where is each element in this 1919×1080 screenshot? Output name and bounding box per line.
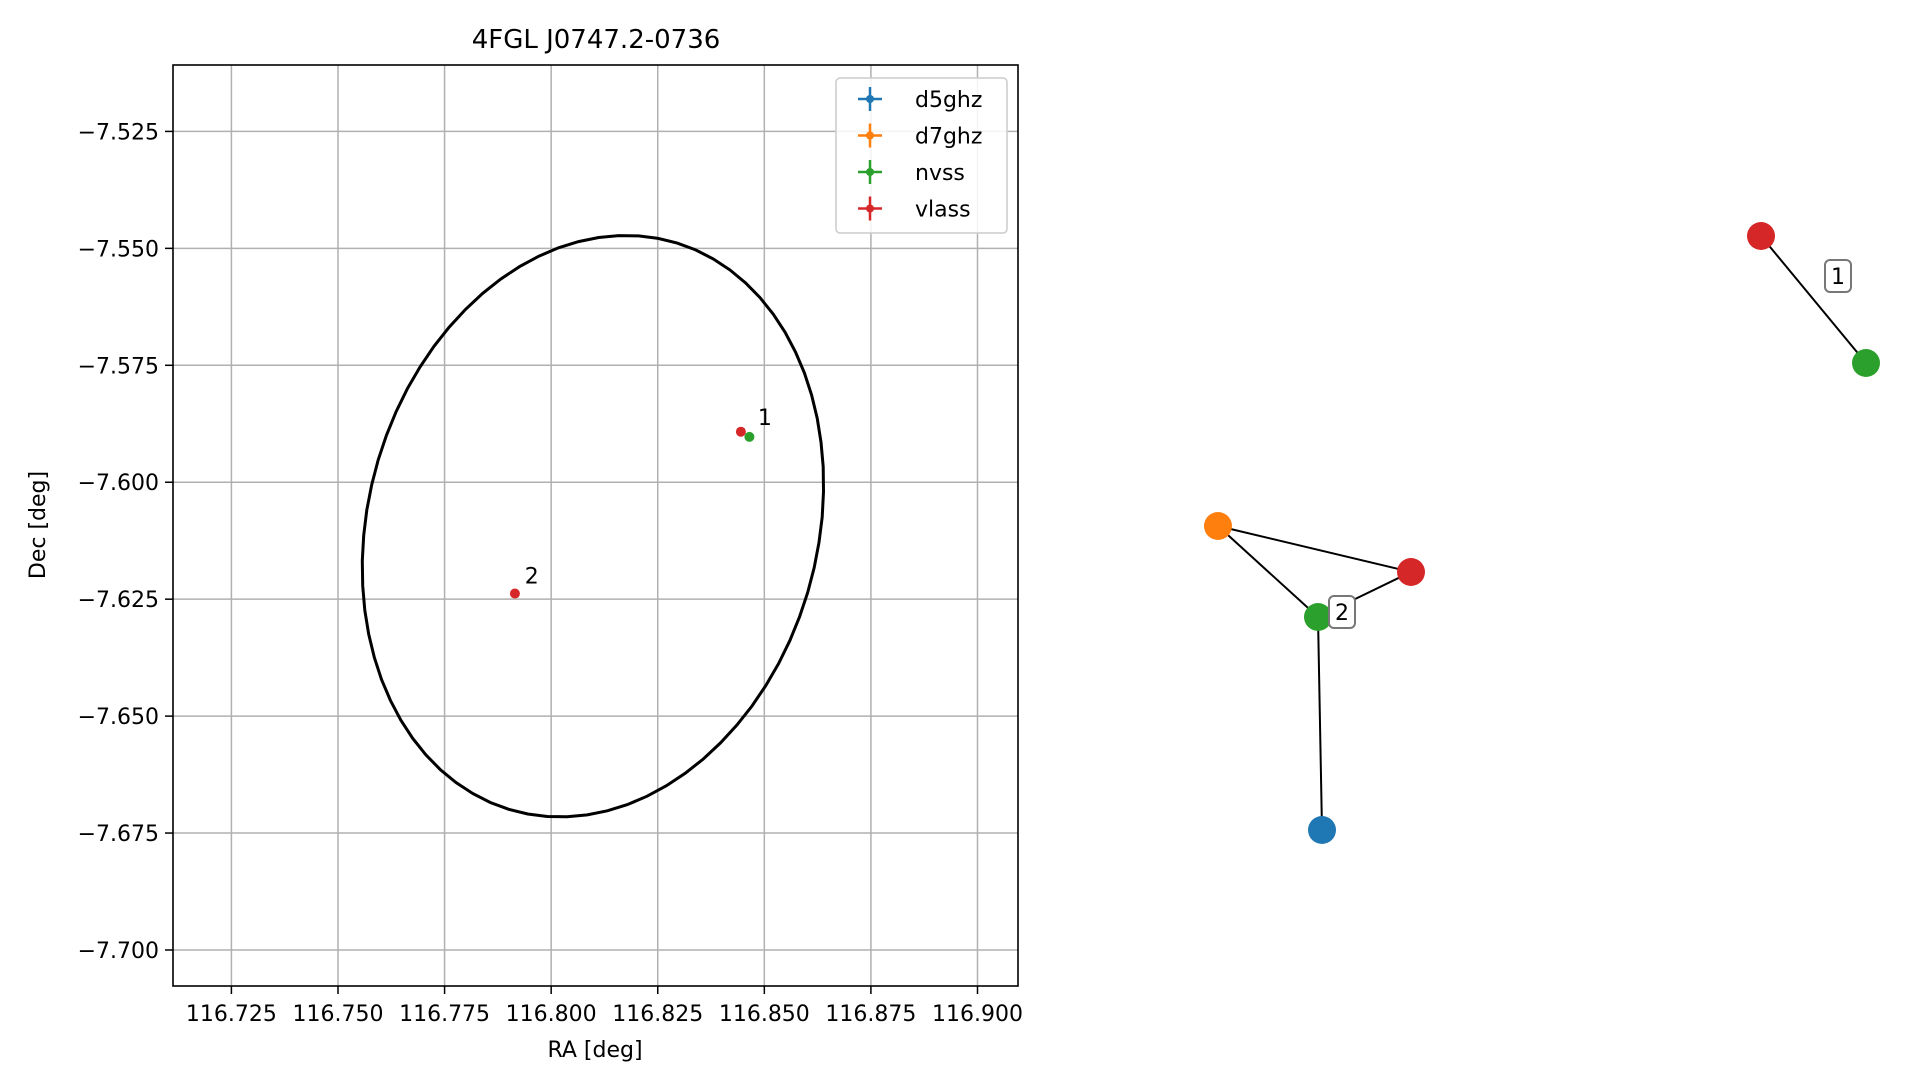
- y-tick-label: −7.650: [78, 705, 159, 730]
- x-axis-label: RA [deg]: [547, 1038, 642, 1063]
- legend-box: [835, 77, 1008, 234]
- legend-label: vlass: [915, 198, 971, 223]
- y-tick-label: −7.575: [78, 354, 159, 379]
- legend-label: d7ghz: [915, 125, 982, 150]
- x-tick-label: 116.850: [719, 1002, 810, 1027]
- y-tick-label: −7.625: [78, 588, 159, 613]
- legend-marker-dot: [866, 131, 874, 140]
- graph-edge: [1217, 525, 1319, 618]
- y-tick-label: −7.675: [78, 822, 159, 847]
- x-tick-label: 116.825: [612, 1002, 703, 1027]
- points-layer: 12: [509, 406, 772, 599]
- legend-marker-dot: [866, 95, 874, 103]
- x-tick-label: 116.800: [506, 1002, 597, 1027]
- nvss-point: [744, 431, 755, 442]
- x-tick-label: 116.750: [293, 1002, 384, 1027]
- x-tick-label: 116.775: [399, 1002, 490, 1027]
- vlass-point: [735, 426, 746, 437]
- y-tick-label: −7.550: [78, 237, 159, 262]
- grid-lines: [173, 65, 1018, 986]
- x-tick-label: 116.725: [186, 1002, 277, 1027]
- graph-node: [1304, 603, 1332, 631]
- graph-node: [1397, 558, 1425, 586]
- chart-title: 4FGL J0747.2-0736: [472, 25, 721, 55]
- plot-frame: [172, 64, 1019, 987]
- point-annotation: 1: [758, 406, 772, 431]
- network-graph: 12: [1204, 222, 1880, 844]
- group-label: 1: [1831, 265, 1845, 290]
- graph-node: [1852, 349, 1880, 377]
- legend-marker-dot: [866, 204, 874, 213]
- y-axis-ticks: −7.525 −7.550 −7.575 −7.600 −7.625 −7.650 −7.6…: [78, 120, 173, 964]
- graph-edge: [1317, 616, 1323, 831]
- group-label-box: [1824, 259, 1852, 293]
- x-tick-label: 116.875: [825, 1002, 916, 1027]
- graph-edge: [1760, 235, 1867, 364]
- ellipse-layer: [360, 234, 826, 819]
- y-axis-label: Dec [deg]: [26, 471, 51, 579]
- vlass-point: [509, 588, 520, 599]
- x-tick-label: 116.900: [932, 1002, 1023, 1027]
- y-tick-label: −7.525: [78, 120, 159, 145]
- y-tick-label: −7.600: [78, 471, 159, 496]
- graph-edge: [1217, 525, 1412, 573]
- y-tick-label: −7.700: [78, 939, 159, 964]
- point-annotation: 2: [525, 565, 539, 590]
- x-axis-ticks: 116.725 116.750 116.775 116.800 116.825 116.8…: [186, 986, 1023, 1027]
- legend-marker-dot: [866, 168, 874, 176]
- scatter-plot: 4FGL J0747.2-0736 12 116.725 116.750 116.7…: [26, 25, 1023, 1063]
- uncertainty-ellipse: [360, 234, 826, 819]
- graph-node: [1204, 512, 1232, 540]
- legend-label: d5ghz: [915, 88, 982, 113]
- legend-label: nvss: [915, 161, 965, 186]
- graph-node: [1747, 222, 1775, 250]
- group-label-box: [1328, 595, 1356, 629]
- graph-node: [1308, 816, 1336, 844]
- group-label: 2: [1335, 601, 1349, 626]
- legend: d5ghz d7ghz nvss vlass: [835, 77, 1008, 234]
